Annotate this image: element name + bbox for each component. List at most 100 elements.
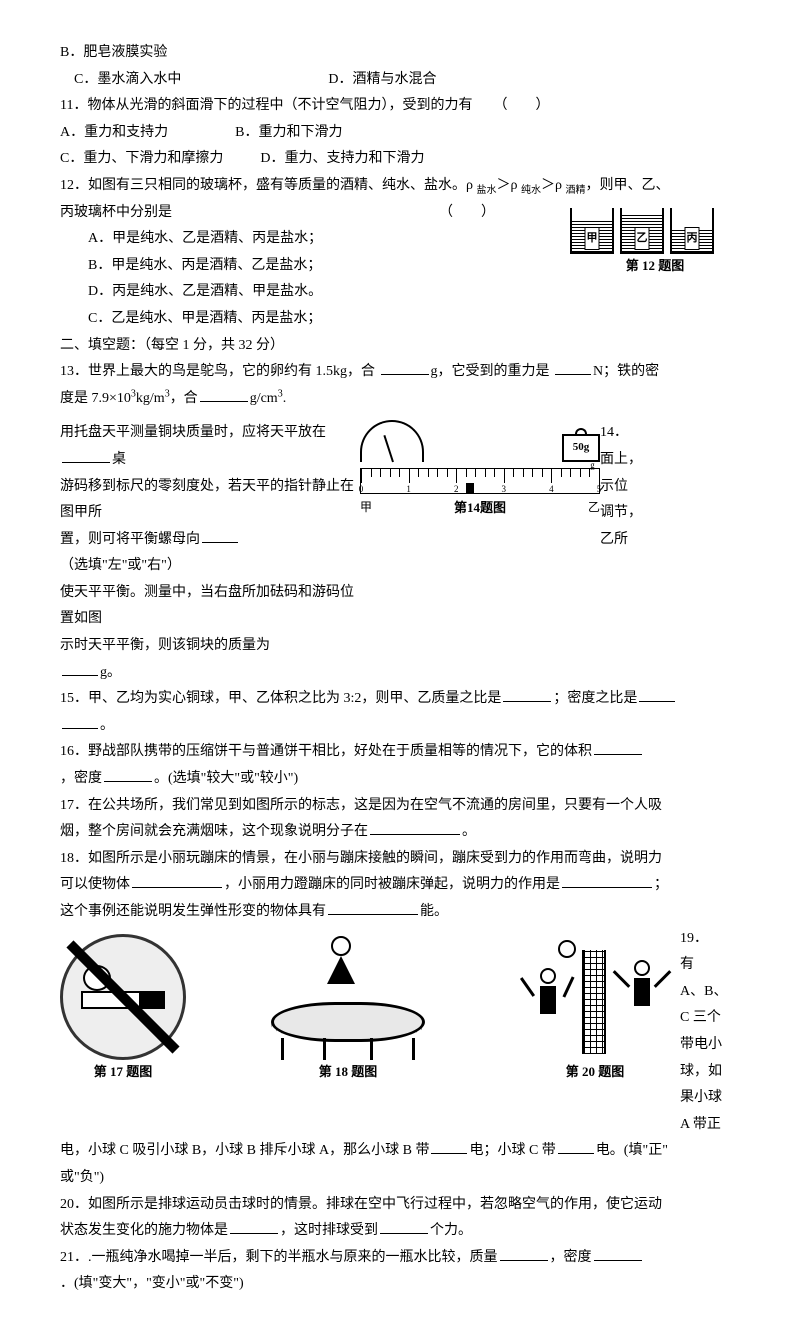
blank[interactable] bbox=[380, 1219, 428, 1234]
q12-stem-a: 12．如图有三只相同的玻璃杯，盛有等质量的酒精、纯水、盐水。ρ bbox=[60, 178, 477, 193]
q19-l1: 电，小球 C 吸引小球 B，小球 B 排斥小球 A，那么小球 B 带电；小球 C… bbox=[60, 1138, 740, 1165]
blank[interactable] bbox=[639, 687, 675, 702]
q19-l2: 或"负") bbox=[60, 1165, 740, 1192]
q14-l3a: 置，则可将平衡螺母向 bbox=[60, 532, 200, 547]
beaker-c: 丙 bbox=[670, 208, 714, 254]
blank[interactable] bbox=[555, 360, 591, 375]
q11-stem: 11．物体从光滑的斜面滑下的过程中（不计空气阻力），受到的力有 （ ） bbox=[60, 93, 740, 120]
q20-l1: 20．如图所示是排球运动员击球时的情景。排球在空中飞行过程中，若忽略空气的作用，… bbox=[60, 1192, 740, 1219]
q18-l1: 18．如图所示是小丽玩蹦床的情景，在小丽与蹦床接触的瞬间，蹦床受到力的作用而弯曲… bbox=[60, 846, 740, 873]
q17-l2: 烟，整个房间就会充满烟味，这个现象说明分子在 。 bbox=[60, 819, 740, 846]
fig18: 第 18 题图 bbox=[263, 940, 433, 1085]
q13-line1: 13．世界上最大的鸟是鸵鸟，它的卵约有 1.5kg，合 g，它受到的重力是 N；… bbox=[60, 359, 740, 386]
beaker-b-label: 乙 bbox=[635, 227, 650, 250]
q16-a: 16．野战部队携带的压缩饼干与普通饼干相比，好处在于质量相等的情况下，它的体积 bbox=[60, 744, 592, 759]
q12-body: 丙玻璃杯中分别是 （ ） A．甲是纯水、乙是酒精、丙是盐水； B．甲是纯水、丙是… bbox=[60, 200, 740, 333]
fig17: 第 17 题图 bbox=[60, 934, 186, 1085]
q14-l3: 置，则可将平衡螺母向 （选填"左"或"右"） bbox=[60, 527, 360, 580]
q12-optC: C．乙是纯水、甲是酒精、丙是盐水； bbox=[60, 306, 570, 333]
q14-l3b: （选填"左"或"右"） bbox=[60, 558, 181, 573]
q12-optB: B．甲是纯水、丙是酒精、乙是盐水； bbox=[60, 253, 570, 280]
blank[interactable] bbox=[200, 387, 248, 402]
q14-label-a: 甲 bbox=[360, 496, 372, 521]
q10-row: C．墨水滴入水中 D．酒精与水混合 bbox=[60, 67, 740, 94]
blank[interactable] bbox=[503, 687, 551, 702]
q17-l1: 17．在公共场所，我们常见到如图所示的标志，这是因为在空气不流通的房间里，只要有… bbox=[60, 793, 740, 820]
q20-d: 个力。 bbox=[430, 1223, 472, 1238]
q13-c: N；铁的密 bbox=[593, 364, 659, 379]
q10-optD: D．酒精与水混合 bbox=[328, 72, 436, 87]
q19-side-line: 带电小 bbox=[680, 1032, 740, 1059]
q14-l4: 使天平平衡。测量中，当右盘所加砝码和游码位置如图 bbox=[60, 580, 360, 633]
q14-r4: 乙所 bbox=[600, 527, 660, 554]
q14-l5: 示时天平平衡，则该铜块的质量为 bbox=[60, 633, 360, 660]
q14-l1: 用托盘天平测量铜块质量时，应将天平放在桌 bbox=[60, 420, 360, 473]
q14-caption: 第14题图 bbox=[454, 496, 506, 521]
q15: 15．甲、乙均为实心铜球，甲、乙体积之比为 3:2，则甲、乙质量之比是；密度之比… bbox=[60, 686, 740, 713]
q18-c: ，小丽用力蹬蹦床的同时被蹦床弹起，说明力的作用是 bbox=[224, 877, 560, 892]
q14-r1: 14． bbox=[600, 420, 660, 447]
q21-a: 21．.一瓶纯净水喝掉一半后，剩下的半瓶水与原来的一瓶水比较，质量 bbox=[60, 1250, 498, 1265]
q15-a: 15．甲、乙均为实心铜球，甲、乙体积之比为 3:2，则甲、乙质量之比是 bbox=[60, 691, 501, 706]
q12-paren: （ ） bbox=[439, 205, 495, 220]
blank[interactable] bbox=[62, 714, 98, 729]
blank[interactable] bbox=[230, 1219, 278, 1234]
blank[interactable] bbox=[562, 873, 652, 888]
q11-optC: C．重力、下滑力和摩擦力 bbox=[60, 151, 223, 166]
q12-m2: ＞ρ bbox=[541, 178, 566, 193]
q16-l1: 16．野战部队携带的压缩饼干与普通饼干相比，好处在于质量相等的情况下，它的体积 bbox=[60, 739, 740, 766]
q11-row2: C．重力、下滑力和摩擦力 D．重力、支持力和下滑力 bbox=[60, 146, 740, 173]
blank[interactable] bbox=[381, 360, 429, 375]
q14-label-b: 乙 bbox=[588, 496, 600, 521]
q19-c: 电。(填"正" bbox=[596, 1143, 668, 1158]
fig20-caption: 第 20 题图 bbox=[510, 1060, 680, 1085]
q12-m1: ＞ρ bbox=[497, 178, 522, 193]
q12-figure: 甲 乙 丙 第 12 题图 bbox=[570, 200, 740, 279]
q17-c: 。 bbox=[462, 824, 476, 839]
q15-end: 。 bbox=[60, 713, 740, 740]
no-smoking-icon bbox=[60, 934, 186, 1060]
blank[interactable] bbox=[62, 448, 110, 463]
q11-optB: B．重力和下滑力 bbox=[235, 125, 342, 140]
section2-title: 二、填空题：（每空 1 分，共 32 分） bbox=[60, 333, 740, 360]
q19-side-line: 果小球 bbox=[680, 1085, 740, 1112]
q19-side-line: A 带正 bbox=[680, 1112, 740, 1139]
blank[interactable] bbox=[594, 1246, 642, 1261]
q16-c: 。(选填"较大"或"较小") bbox=[154, 771, 298, 786]
blank[interactable] bbox=[431, 1139, 467, 1154]
q19-side-line: 球，如 bbox=[680, 1059, 740, 1086]
blank[interactable] bbox=[594, 740, 642, 755]
fig17-caption: 第 17 题图 bbox=[60, 1060, 186, 1085]
q14-l2: 游码移到标尺的零刻度处，若天平的指针静止在图甲所 bbox=[60, 474, 360, 527]
q21-b: ，密度 bbox=[550, 1250, 592, 1265]
q12-sub1: 盐水 bbox=[477, 185, 497, 196]
fig20: 第 20 题图 bbox=[510, 940, 680, 1085]
blank[interactable] bbox=[202, 528, 238, 543]
q18-l3: 这个事例还能说明发生弹性形变的物体具有能。 bbox=[60, 899, 740, 926]
dial-icon bbox=[360, 420, 424, 462]
q19-side-line: 19． bbox=[680, 926, 740, 953]
blank[interactable] bbox=[104, 767, 152, 782]
q20-l2: 状态发生变化的施力物体是，这时排球受到个力。 bbox=[60, 1218, 740, 1245]
q19-side-line: C 三个 bbox=[680, 1005, 740, 1032]
q11-row1: A．重力和支持力 B．重力和下滑力 bbox=[60, 120, 740, 147]
blank[interactable] bbox=[132, 873, 222, 888]
q18-e: 这个事例还能说明发生弹性形变的物体具有 bbox=[60, 904, 326, 919]
q21-l2: ．(填"变大"，"变小"或"不变") bbox=[60, 1271, 740, 1298]
q14-r2: 示位 bbox=[600, 474, 660, 501]
blank[interactable] bbox=[62, 661, 98, 676]
blank[interactable] bbox=[370, 820, 460, 835]
q19-b: 电；小球 C 带 bbox=[469, 1143, 555, 1158]
beaker-a-label: 甲 bbox=[585, 227, 600, 250]
blank[interactable] bbox=[500, 1246, 548, 1261]
q12-stem-line1: 12．如图有三只相同的玻璃杯，盛有等质量的酒精、纯水、盐水。ρ 盐水＞ρ 纯水＞… bbox=[60, 173, 740, 200]
q19-side-line: 有 bbox=[680, 952, 740, 979]
blank[interactable] bbox=[328, 900, 418, 915]
q17-b: 烟，整个房间就会充满烟味，这个现象说明分子在 bbox=[60, 824, 368, 839]
q18-d: ； bbox=[654, 877, 668, 892]
blank[interactable] bbox=[558, 1139, 594, 1154]
q10-optB: B．肥皂液膜实验 bbox=[60, 40, 740, 67]
q14-block: 用托盘天平测量铜块质量时，应将天平放在桌 游码移到标尺的零刻度处，若天平的指针静… bbox=[60, 420, 740, 659]
q14-l1a: 用托盘天平测量铜块质量时，应将天平放在 bbox=[60, 425, 326, 440]
q16-l2: ，密度。(选填"较大"或"较小") bbox=[60, 766, 740, 793]
